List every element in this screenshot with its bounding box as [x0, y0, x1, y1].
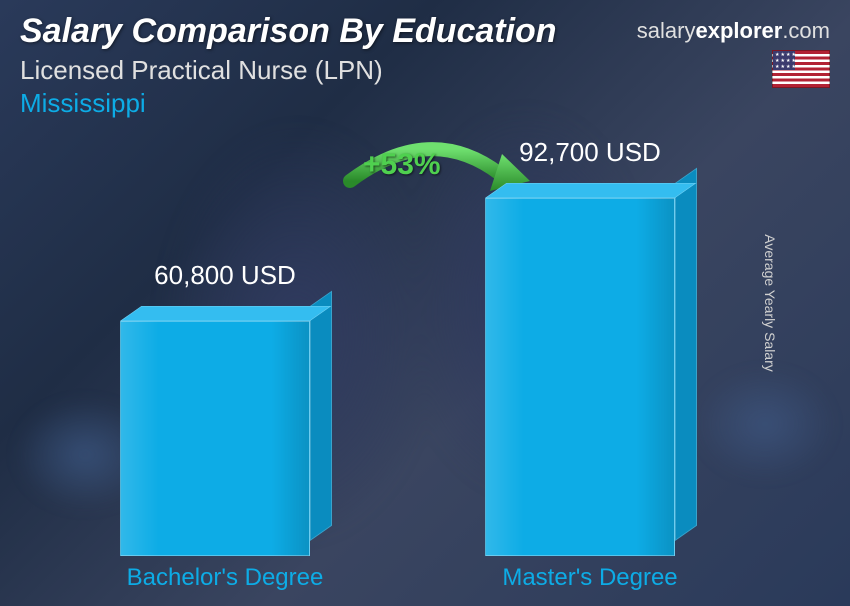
- bar-value-0: 60,800 USD: [110, 260, 340, 291]
- brand-bold: explorer: [695, 18, 782, 43]
- usa-flag-icon: [772, 50, 830, 88]
- brand-label: salaryexplorer.com: [637, 18, 830, 44]
- location-label: Mississippi: [20, 88, 830, 119]
- bar-0: [120, 321, 310, 556]
- bar-face: [485, 198, 675, 556]
- bar-1: [485, 198, 675, 556]
- bar-side: [310, 291, 332, 541]
- brand-suffix: .com: [782, 18, 830, 43]
- brand-prefix: salary: [637, 18, 696, 43]
- bar-top: [485, 183, 696, 198]
- job-subtitle: Licensed Practical Nurse (LPN): [20, 55, 830, 86]
- bar-face: [120, 321, 310, 556]
- bar-side: [675, 168, 697, 541]
- chart-area: Bachelor's Degree 60,800 USD Master's Degr…: [0, 140, 850, 606]
- bar-value-1: 92,700 USD: [475, 137, 705, 168]
- infographic-canvas: Salary Comparison By Education Licensed …: [0, 0, 850, 606]
- bar-label-1: Master's Degree: [475, 564, 705, 592]
- bar-label-0: Bachelor's Degree: [110, 564, 340, 592]
- bar-top: [120, 306, 331, 321]
